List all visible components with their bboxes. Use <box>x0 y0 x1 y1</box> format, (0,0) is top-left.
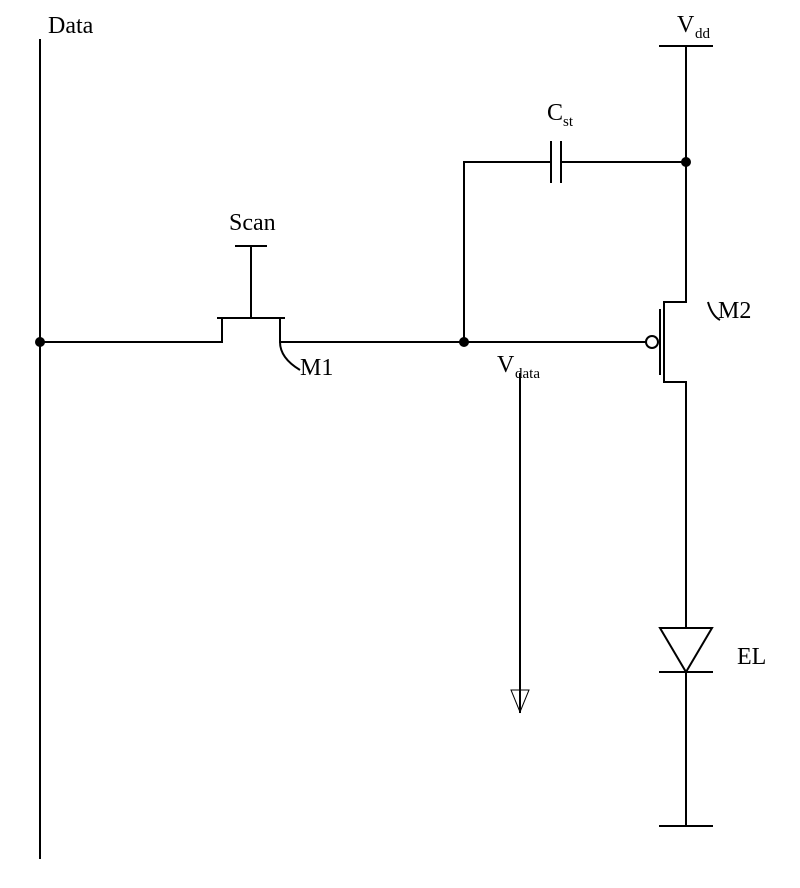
m2-pmos-bubble <box>646 336 658 348</box>
node-vdd-cap <box>681 157 691 167</box>
label-m2: M2 <box>718 298 751 324</box>
label-cst: Cst <box>547 100 574 130</box>
label-vdata: Vdata <box>497 352 540 382</box>
m1-pointer <box>280 342 300 370</box>
label-m1: M1 <box>300 355 333 381</box>
pixel-circuit-diagram: Data Vdd Cst Scan M1 Vdata M2 EL <box>0 0 800 888</box>
node-vdata <box>459 337 469 347</box>
label-vdd: Vdd <box>677 12 711 42</box>
node-data <box>35 337 45 347</box>
label-el: EL <box>737 644 766 670</box>
label-data: Data <box>48 13 94 39</box>
el-diode-triangle <box>660 628 712 672</box>
label-scan: Scan <box>229 210 276 236</box>
